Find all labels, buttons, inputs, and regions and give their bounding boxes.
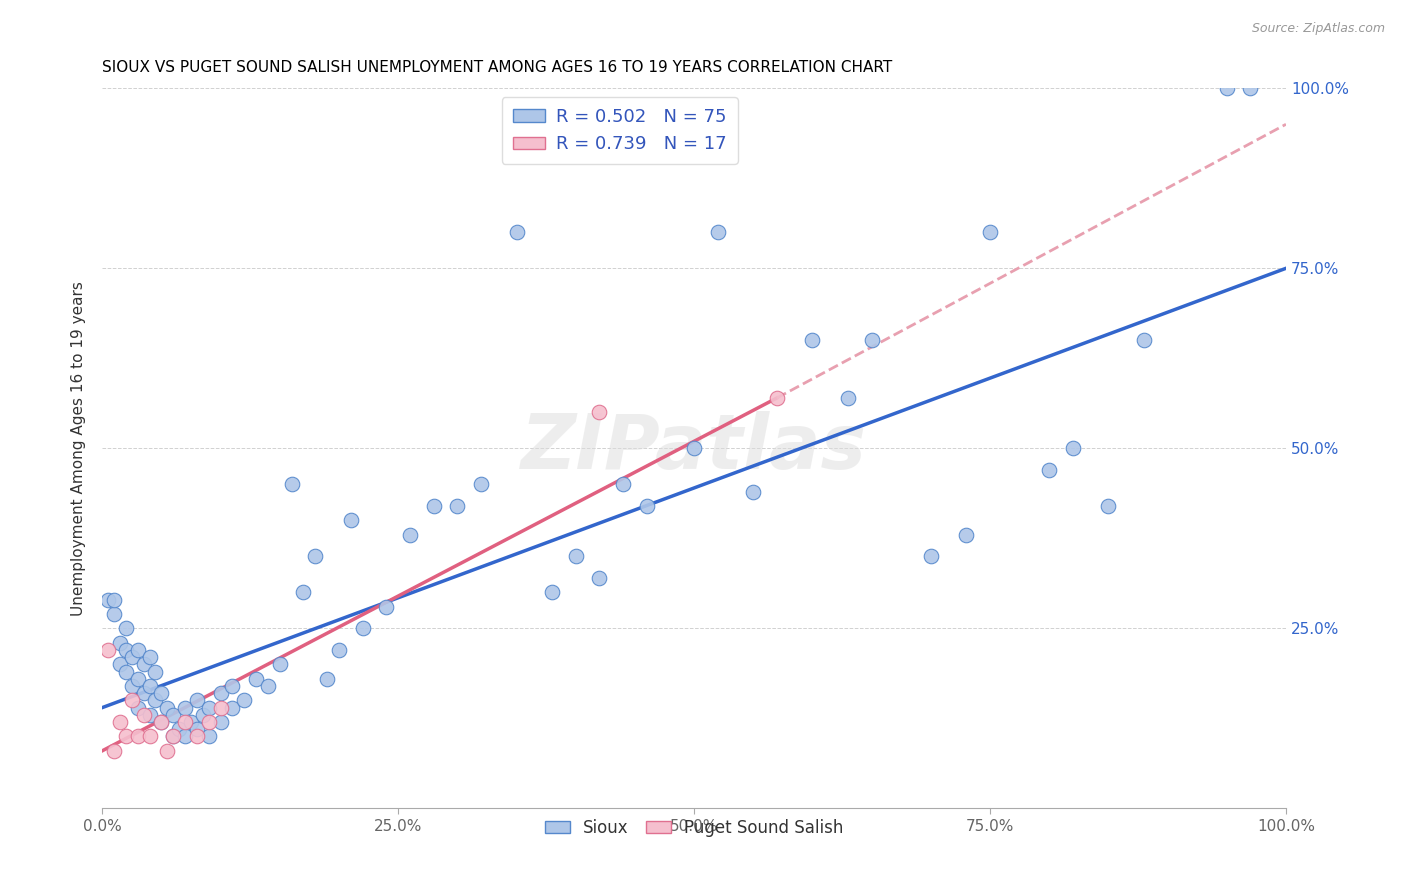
Point [328, 643, 350, 657]
Point [121, 693, 143, 707]
Point [636, 499, 658, 513]
Point [186, 730, 208, 744]
Text: SIOUX VS PUGET SOUND SALISH UNEMPLOYMENT AMONG AGES 16 TO 19 YEARS CORRELATION C: SIOUX VS PUGET SOUND SALISH UNEMPLOYMENT… [103, 60, 893, 75]
Point [837, 391, 859, 405]
Point [979, 225, 1001, 239]
Point [352, 621, 374, 635]
Point [955, 528, 977, 542]
Point [269, 657, 291, 672]
Point [97, 592, 120, 607]
Point [186, 693, 208, 707]
Legend: Sioux, Puget Sound Salish: Sioux, Puget Sound Salish [538, 812, 849, 843]
Point [209, 714, 232, 729]
Text: ZIPatlas: ZIPatlas [522, 411, 868, 485]
Point [127, 643, 149, 657]
Point [115, 643, 138, 657]
Point [209, 700, 232, 714]
Point [191, 707, 214, 722]
Y-axis label: Unemployment Among Ages 16 to 19 years: Unemployment Among Ages 16 to 19 years [72, 281, 86, 615]
Point [150, 714, 173, 729]
Point [292, 585, 315, 599]
Point [588, 571, 610, 585]
Point [1097, 499, 1119, 513]
Point [180, 714, 202, 729]
Point [138, 650, 160, 665]
Point [103, 592, 125, 607]
Point [132, 686, 155, 700]
Point [340, 513, 363, 527]
Point [138, 707, 160, 722]
Point [162, 730, 184, 744]
Point [280, 477, 302, 491]
Point [1133, 334, 1156, 348]
Point [145, 693, 167, 707]
Point [174, 714, 197, 729]
Point [221, 700, 243, 714]
Point [127, 700, 149, 714]
Point [316, 672, 339, 686]
Point [132, 707, 155, 722]
Point [132, 657, 155, 672]
Point [564, 549, 586, 564]
Point [197, 714, 219, 729]
Point [399, 528, 422, 542]
Point [108, 714, 131, 729]
Point [156, 744, 179, 758]
Point [920, 549, 942, 564]
Point [612, 477, 634, 491]
Text: Source: ZipAtlas.com: Source: ZipAtlas.com [1251, 22, 1385, 36]
Point [127, 730, 149, 744]
Point [108, 636, 131, 650]
Point [1062, 442, 1084, 456]
Point [245, 672, 267, 686]
Point [108, 657, 131, 672]
Point [186, 723, 208, 737]
Point [304, 549, 326, 564]
Point [470, 477, 492, 491]
Point [138, 730, 160, 744]
Point [446, 499, 468, 513]
Point [541, 585, 564, 599]
Point [209, 686, 232, 700]
Point [167, 723, 190, 737]
Point [156, 700, 179, 714]
Point [121, 650, 143, 665]
Point [375, 599, 398, 614]
Point [422, 499, 444, 513]
Point [115, 621, 138, 635]
Point [150, 686, 173, 700]
Point [742, 484, 765, 499]
Point [505, 225, 527, 239]
Point [1038, 463, 1060, 477]
Point [103, 607, 125, 621]
Point [145, 665, 167, 679]
Point [174, 700, 197, 714]
Point [121, 679, 143, 693]
Point [1239, 81, 1261, 95]
Point [801, 334, 824, 348]
Point [766, 391, 789, 405]
Point [162, 707, 184, 722]
Point [162, 730, 184, 744]
Point [221, 679, 243, 693]
Point [706, 225, 728, 239]
Point [174, 730, 197, 744]
Point [115, 730, 138, 744]
Point [197, 730, 219, 744]
Point [127, 672, 149, 686]
Point [1216, 81, 1239, 95]
Point [138, 679, 160, 693]
Point [860, 334, 883, 348]
Point [115, 665, 138, 679]
Point [588, 405, 610, 419]
Point [103, 744, 125, 758]
Point [257, 679, 280, 693]
Point [97, 643, 120, 657]
Point [150, 714, 173, 729]
Point [197, 700, 219, 714]
Point [233, 693, 256, 707]
Point [683, 442, 706, 456]
